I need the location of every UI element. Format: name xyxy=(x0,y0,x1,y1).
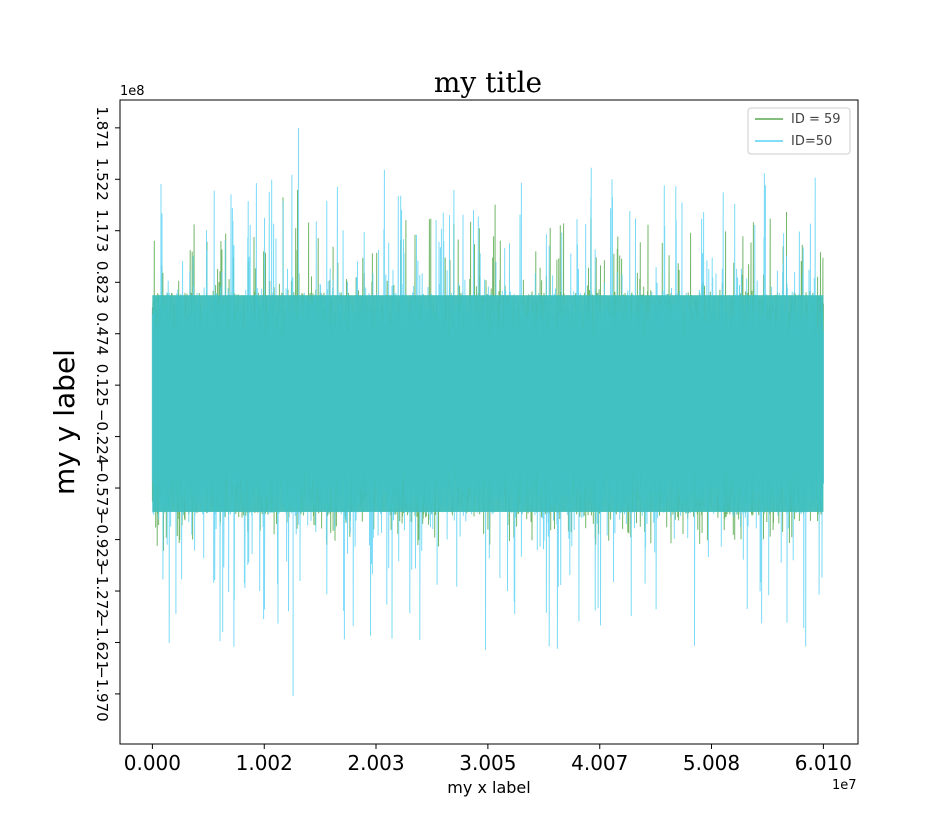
legend: ID = 59 ID=50 xyxy=(747,107,851,155)
y-tick-label: −0.923 xyxy=(93,512,111,568)
x-offset-label: 1e7 xyxy=(832,778,857,793)
x-tick-label: 2.003 xyxy=(347,751,404,775)
y-axis: 1.871 1.522 1.173 0.823 0.474 0.125 −0.224−0.5… xyxy=(93,106,120,722)
y-tick-label: 1.173 xyxy=(93,209,111,252)
y-tick-label: 0.474 xyxy=(93,312,111,355)
plot-frame xyxy=(119,99,859,745)
y-tick-label: −1.970 xyxy=(93,666,111,722)
x-tick-label: 3.005 xyxy=(459,751,516,775)
legend-label-id59: ID = 59 xyxy=(791,112,841,127)
x-axis-label: my x label xyxy=(447,778,530,797)
x-axis: 0.000 1.002 2.003 3.005 4.007 5.008 6.010 xyxy=(124,744,852,775)
legend-label-id50: ID=50 xyxy=(791,134,832,149)
y-tick-label: −1.272 xyxy=(93,563,111,619)
x-tick-label: 1.002 xyxy=(236,751,293,775)
series-core-band-id50 xyxy=(152,295,824,512)
y-tick-label: −0.224 xyxy=(93,409,111,465)
y-tick-label: 0.823 xyxy=(93,261,111,304)
y-tick-label: −1.621 xyxy=(93,615,111,671)
x-tick-label: 0.000 xyxy=(124,751,181,775)
y-tick-label: −0.573 xyxy=(93,460,111,516)
x-tick-label: 6.010 xyxy=(795,751,852,775)
chart-title: my title xyxy=(434,66,542,99)
y-offset-label: 1e8 xyxy=(120,84,145,99)
y-tick-label: 1.522 xyxy=(93,158,111,201)
x-tick-label: 5.008 xyxy=(683,751,740,775)
y-tick-label: 1.871 xyxy=(93,106,111,149)
y-tick-label: 0.125 xyxy=(93,364,111,407)
series-layer xyxy=(151,128,824,697)
x-tick-label: 4.007 xyxy=(571,751,628,775)
y-axis-label: my y label xyxy=(48,349,81,495)
